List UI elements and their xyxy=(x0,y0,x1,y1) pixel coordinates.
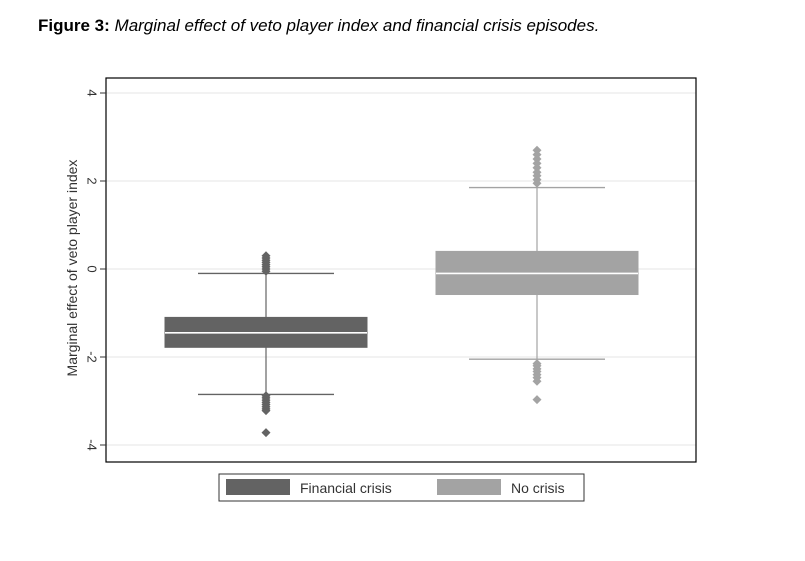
caption-label: Figure 3: xyxy=(38,16,110,35)
y-tick-label: 4 xyxy=(85,89,100,96)
legend-key xyxy=(226,479,290,495)
outlier-point xyxy=(261,428,271,438)
y-axis-label: Marginal effect of veto player index xyxy=(64,160,80,377)
legend-key xyxy=(437,479,501,495)
legend: Financial crisis No crisis xyxy=(218,473,585,502)
figure-caption: Figure 3: Marginal effect of veto player… xyxy=(38,16,599,36)
outlier-point xyxy=(532,376,542,386)
y-tick-label: 2 xyxy=(85,177,100,184)
outlier-point xyxy=(261,251,271,261)
outlier-point xyxy=(532,395,542,405)
plot-frame xyxy=(105,77,697,463)
y-tick-label: -4 xyxy=(85,439,100,451)
box-2 xyxy=(435,145,639,405)
box-series xyxy=(164,145,639,438)
legend-label: No crisis xyxy=(511,480,565,496)
box-1 xyxy=(164,251,368,438)
y-tick-label: -2 xyxy=(85,351,100,363)
legend-label: Financial crisis xyxy=(300,480,392,496)
outlier-point xyxy=(532,145,542,155)
y-tick-label: 0 xyxy=(85,265,100,272)
caption-text: Marginal effect of veto player index and… xyxy=(114,16,600,35)
y-axis: -4 -2 0 2 4 xyxy=(85,89,106,451)
outlier-point xyxy=(261,406,271,416)
